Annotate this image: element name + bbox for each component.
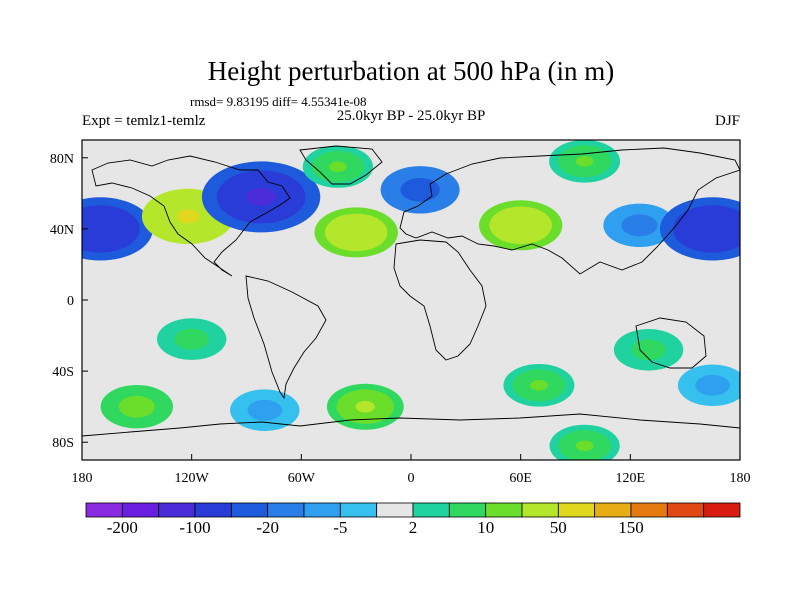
anomaly-south-atlantic-high <box>326 383 404 430</box>
anomaly-west-pacific-low <box>660 197 740 261</box>
anomaly-contour <box>630 219 649 231</box>
anomaly-contour <box>510 219 532 232</box>
anomaly-contour <box>345 226 367 239</box>
colorbar-box <box>412 502 450 518</box>
anomaly-antarctic-high <box>549 424 620 460</box>
colorbar-box <box>376 502 414 518</box>
anomaly-hudson-bay-low <box>201 161 321 233</box>
anomaly-siberian-arctic-high <box>549 140 621 183</box>
subtitle-center: 25.0kyr BP - 25.0kyr BP <box>337 108 486 124</box>
colorbar-label: 50 <box>550 518 567 537</box>
colorbar-box <box>703 502 741 518</box>
anomaly-contour <box>355 400 375 413</box>
anomaly-contour <box>699 221 726 237</box>
colorbar-box <box>194 502 232 518</box>
y-tick-label: 80S <box>52 436 74 451</box>
colorbar-box <box>521 502 559 518</box>
coastline-australia <box>635 317 707 369</box>
anomaly-western-north-america-high <box>141 188 235 244</box>
x-tick-label: 180 <box>72 471 93 486</box>
anomaly-contour <box>183 333 201 345</box>
coastline-eurasia <box>399 147 740 275</box>
colorbar-label: -100 <box>179 518 210 537</box>
map-field <box>82 140 740 460</box>
anomaly-tasman-low <box>677 364 740 407</box>
anomaly-contour <box>176 209 200 224</box>
colorbar-box <box>85 502 123 518</box>
anomaly-north-pacific-low <box>82 197 153 261</box>
anomaly-layer <box>82 140 740 460</box>
coastline-antarctica <box>82 413 740 437</box>
colorbar-box <box>267 502 305 518</box>
colorbar: -200 -100 -20 -5 2 10 50 150 <box>85 502 741 537</box>
anomaly-greenland-high <box>302 145 373 188</box>
colorbar-box <box>158 502 196 518</box>
x-tick-label: 0 <box>408 471 415 486</box>
anomaly-central-asia-high <box>479 200 563 251</box>
anomaly-contour <box>246 188 276 206</box>
y-tick-label: 80N <box>50 152 74 167</box>
colorbar-box <box>303 502 341 518</box>
anomaly-southern-ocean-high <box>100 385 173 429</box>
colorbar-box <box>230 502 269 518</box>
coastline-africa <box>393 239 487 361</box>
colorbar-box <box>594 502 632 518</box>
anomaly-indian-ocean-high <box>503 364 575 407</box>
axes: 180 120W 60W 0 60E 120E 180 80N 40N 0 40S 80S <box>50 152 751 486</box>
colorbar-label: 10 <box>477 518 494 537</box>
chart-title: Height perturbation at 500 hPa (in m) <box>208 56 614 86</box>
anomaly-australia-high <box>613 329 684 371</box>
colorbar-label: -5 <box>333 518 347 537</box>
y-tick-label: 0 <box>67 294 74 309</box>
anomaly-east-asia-low <box>603 203 676 247</box>
coastline-north-america <box>91 155 291 277</box>
anomaly-contour <box>87 221 114 237</box>
y-tick-label: 40S <box>52 365 74 380</box>
colorbar-box <box>666 502 705 518</box>
x-tick-label: 180 <box>730 471 751 486</box>
continent-outlines <box>82 145 740 437</box>
anomaly-south-pacific-weak-high <box>157 318 227 360</box>
colorbar-label: 150 <box>618 518 644 537</box>
anomaly-contour <box>575 156 594 167</box>
y-tick-label: 40N <box>50 223 74 238</box>
anomaly-north-atlantic-high <box>314 207 398 258</box>
colorbar-box <box>339 502 378 518</box>
subtitle-left: Expt = temlz1-temlz <box>82 113 206 129</box>
anomaly-contour <box>575 440 594 452</box>
anomaly-contour <box>410 183 430 196</box>
chart-stats: rmsd= 9.83195 diff= 4.55341e-08 <box>190 94 367 109</box>
colorbar-label: -200 <box>107 518 138 537</box>
anomaly-drake-passage-low <box>230 389 300 432</box>
colorbar-label: 2 <box>409 518 418 537</box>
anomaly-contour <box>530 380 548 391</box>
x-tick-label: 120W <box>175 471 210 486</box>
anomaly-contour <box>127 401 146 413</box>
coastline-greenland <box>299 145 383 185</box>
colorbar-box <box>485 502 523 518</box>
colorbar-box <box>448 502 487 518</box>
anomaly-contour <box>703 380 722 391</box>
colorbar-label: -20 <box>256 518 279 537</box>
x-tick-label: 60E <box>509 471 532 486</box>
anomaly-contour <box>329 161 347 172</box>
colorbar-box <box>557 502 596 518</box>
coastline-south-america <box>245 275 327 400</box>
colorbar-box <box>121 502 160 518</box>
subtitle-right: DJF <box>715 113 740 129</box>
x-tick-label: 120E <box>616 471 646 486</box>
x-tick-label: 60W <box>288 471 316 486</box>
colorbar-box <box>630 502 668 518</box>
anomaly-contour <box>256 405 274 416</box>
anomaly-contour <box>639 344 658 355</box>
